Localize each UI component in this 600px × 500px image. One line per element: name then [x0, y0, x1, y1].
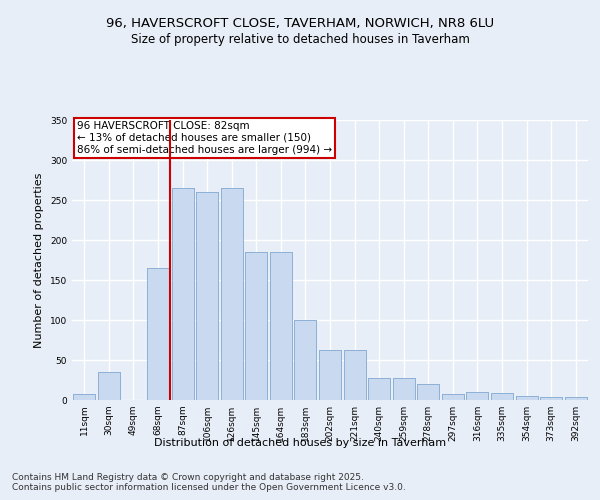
Bar: [319, 350, 341, 400]
Bar: [417, 384, 439, 400]
Bar: [491, 393, 513, 400]
Bar: [98, 372, 120, 400]
Bar: [515, 396, 538, 400]
Bar: [172, 188, 194, 400]
Bar: [73, 394, 95, 400]
Bar: [295, 320, 316, 400]
Bar: [295, 320, 316, 400]
Bar: [392, 378, 415, 400]
Text: Size of property relative to detached houses in Taverham: Size of property relative to detached ho…: [131, 32, 469, 46]
Text: Distribution of detached houses by size in Taverham: Distribution of detached houses by size …: [154, 438, 446, 448]
Bar: [515, 396, 538, 400]
Bar: [442, 394, 464, 400]
Bar: [442, 394, 464, 400]
Bar: [221, 188, 243, 400]
Bar: [270, 252, 292, 400]
Bar: [392, 378, 415, 400]
Bar: [172, 188, 194, 400]
Bar: [147, 268, 169, 400]
Bar: [73, 394, 95, 400]
Bar: [245, 252, 268, 400]
Bar: [221, 188, 243, 400]
Bar: [491, 393, 513, 400]
Bar: [540, 397, 562, 400]
Bar: [98, 372, 120, 400]
Bar: [565, 397, 587, 400]
Bar: [466, 392, 488, 400]
Bar: [565, 397, 587, 400]
Bar: [245, 252, 268, 400]
Bar: [344, 350, 365, 400]
Text: 96, HAVERSCROFT CLOSE, TAVERHAM, NORWICH, NR8 6LU: 96, HAVERSCROFT CLOSE, TAVERHAM, NORWICH…: [106, 18, 494, 30]
Bar: [368, 378, 390, 400]
Bar: [319, 350, 341, 400]
Bar: [196, 192, 218, 400]
Bar: [344, 350, 365, 400]
Bar: [147, 268, 169, 400]
Bar: [270, 252, 292, 400]
Bar: [540, 397, 562, 400]
Y-axis label: Number of detached properties: Number of detached properties: [34, 172, 44, 348]
Text: 96 HAVERSCROFT CLOSE: 82sqm
← 13% of detached houses are smaller (150)
86% of se: 96 HAVERSCROFT CLOSE: 82sqm ← 13% of det…: [77, 122, 332, 154]
Bar: [466, 392, 488, 400]
Bar: [417, 384, 439, 400]
Text: Contains HM Land Registry data © Crown copyright and database right 2025.
Contai: Contains HM Land Registry data © Crown c…: [12, 472, 406, 492]
Bar: [368, 378, 390, 400]
Bar: [196, 192, 218, 400]
